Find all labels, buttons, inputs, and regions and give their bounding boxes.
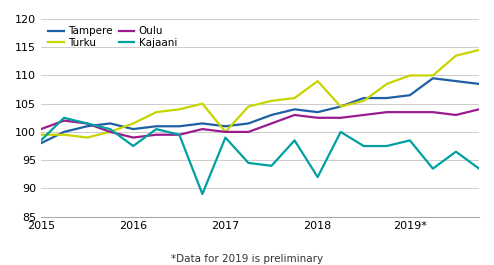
Line: Kajaani: Kajaani [41,118,494,194]
Tampere [130,127,136,131]
Turku [246,105,251,108]
Tampere [38,142,44,145]
Kajaani [84,122,90,125]
Turku [200,102,206,105]
Tampere [222,125,228,128]
Kajaani [338,130,344,134]
Oulu [384,111,390,114]
Turku [291,96,297,100]
Turku [453,54,459,57]
Kajaani [407,139,413,142]
Turku [153,111,159,114]
Tampere [338,105,344,108]
Turku [407,74,413,77]
Tampere [361,96,367,100]
Oulu [246,130,251,134]
Oulu [291,113,297,117]
Oulu [107,130,113,134]
Text: *Data for 2019 is preliminary: *Data for 2019 is preliminary [171,254,323,264]
Turku [361,99,367,103]
Turku [384,82,390,86]
Tampere [61,130,67,134]
Line: Oulu: Oulu [41,104,494,138]
Legend: Tampere, Turku, Oulu, Kajaani: Tampere, Turku, Oulu, Kajaani [46,24,179,50]
Oulu [361,113,367,117]
Line: Turku: Turku [41,50,494,138]
Turku [61,133,67,136]
Tampere [407,94,413,97]
Oulu [407,111,413,114]
Turku [269,99,275,103]
Oulu [130,136,136,139]
Tampere [384,96,390,100]
Tampere [84,125,90,128]
Turku [130,122,136,125]
Oulu [200,127,206,131]
Oulu [315,116,321,120]
Oulu [153,133,159,136]
Turku [222,130,228,134]
Kajaani [130,144,136,148]
Oulu [453,113,459,117]
Kajaani [246,161,251,165]
Tampere [269,113,275,117]
Kajaani [38,139,44,142]
Turku [107,130,113,134]
Kajaani [61,116,67,120]
Oulu [84,122,90,125]
Tampere [476,82,482,86]
Tampere [176,125,182,128]
Kajaani [107,127,113,131]
Oulu [61,119,67,122]
Kajaani [200,192,206,196]
Tampere [291,108,297,111]
Tampere [453,80,459,83]
Turku [315,80,321,83]
Turku [176,108,182,111]
Tampere [153,125,159,128]
Tampere [430,77,436,80]
Oulu [476,108,482,111]
Line: Tampere: Tampere [41,73,494,143]
Turku [338,105,344,108]
Tampere [107,122,113,125]
Oulu [38,127,44,131]
Oulu [269,122,275,125]
Oulu [338,116,344,120]
Tampere [246,122,251,125]
Kajaani [384,144,390,148]
Tampere [315,111,321,114]
Kajaani [315,175,321,179]
Oulu [430,111,436,114]
Turku [84,136,90,139]
Turku [430,74,436,77]
Oulu [176,133,182,136]
Kajaani [269,164,275,167]
Kajaani [153,127,159,131]
Turku [38,133,44,136]
Kajaani [291,139,297,142]
Tampere [200,122,206,125]
Kajaani [361,144,367,148]
Oulu [222,130,228,134]
Turku [476,48,482,52]
Kajaani [476,167,482,170]
Kajaani [430,167,436,170]
Kajaani [453,150,459,153]
Kajaani [222,136,228,139]
Kajaani [176,133,182,136]
